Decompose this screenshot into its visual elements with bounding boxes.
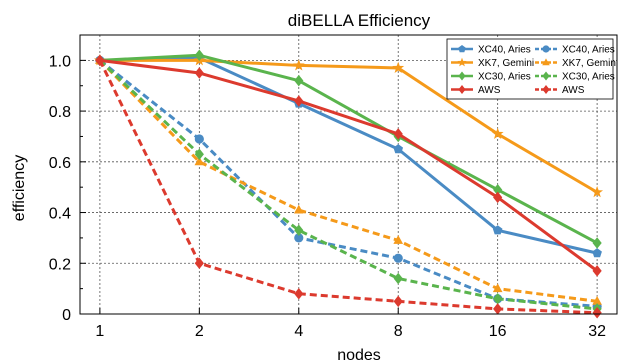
data-point: [95, 54, 105, 67]
data-point: [393, 295, 403, 308]
x-tick-label: 4: [294, 323, 303, 340]
data-point: [294, 287, 304, 300]
y-tick-label: 0.6: [49, 155, 71, 172]
data-point: [491, 127, 504, 139]
legend-marker: [542, 71, 550, 81]
legend-label: XK7, Gemini: [478, 58, 534, 69]
data-point: [294, 233, 304, 243]
data-point: [194, 257, 204, 270]
legend-label: AWS: [562, 85, 585, 96]
y-tick-label: 1.0: [49, 53, 71, 70]
data-point: [393, 253, 403, 263]
series-line: [99, 58, 598, 194]
y-tick-label: 0: [62, 307, 71, 324]
data-point: [294, 74, 304, 87]
x-tick-label: 2: [195, 323, 204, 340]
legend-marker: [458, 85, 466, 94]
legend-marker: [542, 85, 550, 94]
legend-marker: [542, 58, 550, 66]
data-point: [493, 303, 503, 315]
data-point: [493, 293, 503, 305]
legend-marker: [457, 57, 467, 67]
y-tick-label: 0.4: [49, 206, 71, 223]
y-axis-label: efficiency: [11, 155, 28, 221]
data-point: [493, 191, 503, 204]
series-line: [98, 59, 598, 311]
data-point: [393, 144, 404, 154]
data-point: [592, 265, 602, 277]
data-point: [493, 183, 503, 196]
data-point: [592, 248, 602, 258]
series-group: [93, 49, 604, 319]
series-line: [99, 53, 598, 245]
data-point: [294, 224, 304, 237]
series-line: [99, 56, 598, 255]
data-point: [393, 128, 403, 140]
legend-label: XC40, Aries: [478, 45, 531, 56]
grid: [80, 35, 617, 314]
data-point: [592, 296, 602, 305]
axis-ticks: 1 2 4 8 16 32 0 0.2 0.4 0.6 0.8 1.0: [49, 34, 606, 340]
x-tick-label: 1: [95, 323, 104, 340]
data-point: [592, 237, 602, 249]
x-tick-label: 32: [588, 323, 606, 340]
series-line: [98, 59, 598, 308]
legend-marker: [542, 45, 550, 53]
data-point: [293, 204, 304, 214]
data-point: [194, 49, 204, 62]
x-axis-label: nodes: [337, 347, 381, 364]
data-point: [194, 67, 204, 79]
data-point: [591, 186, 604, 198]
legend-label: XC30, Aries: [562, 72, 615, 83]
data-point: [194, 156, 205, 166]
legend-label: AWS: [478, 85, 501, 96]
series-line: [98, 59, 598, 315]
x-tick-label: 16: [489, 323, 507, 340]
data-point: [492, 283, 503, 293]
x-tick-label: 8: [394, 323, 403, 340]
y-tick-label: 0.2: [49, 256, 71, 273]
data-point: [294, 95, 304, 107]
series-line: [99, 58, 599, 273]
data-point: [592, 306, 602, 319]
data-point: [393, 235, 404, 244]
legend: XC40, Aries XC40, Aries XK7, Gemini XK7, Ge…: [446, 38, 618, 100]
data-point: [393, 272, 403, 285]
data-point: [194, 148, 204, 160]
legend-marker: [458, 45, 466, 53]
legend-marker: [458, 71, 466, 81]
data-point: [194, 134, 204, 144]
legend-label: XC40, Aries: [562, 45, 615, 56]
data-point: [392, 61, 405, 73]
y-tick-label: 0.8: [49, 104, 71, 121]
chart-title: diBELLA Efficiency: [288, 11, 431, 30]
series-7: [95, 54, 602, 319]
data-point: [492, 225, 503, 235]
legend-box: [446, 38, 614, 100]
legend-label: XK7, Gemini: [562, 58, 618, 69]
data-point: [292, 59, 305, 71]
legend-label: XC30, Aries: [478, 72, 531, 83]
plot-frame: [79, 34, 618, 315]
